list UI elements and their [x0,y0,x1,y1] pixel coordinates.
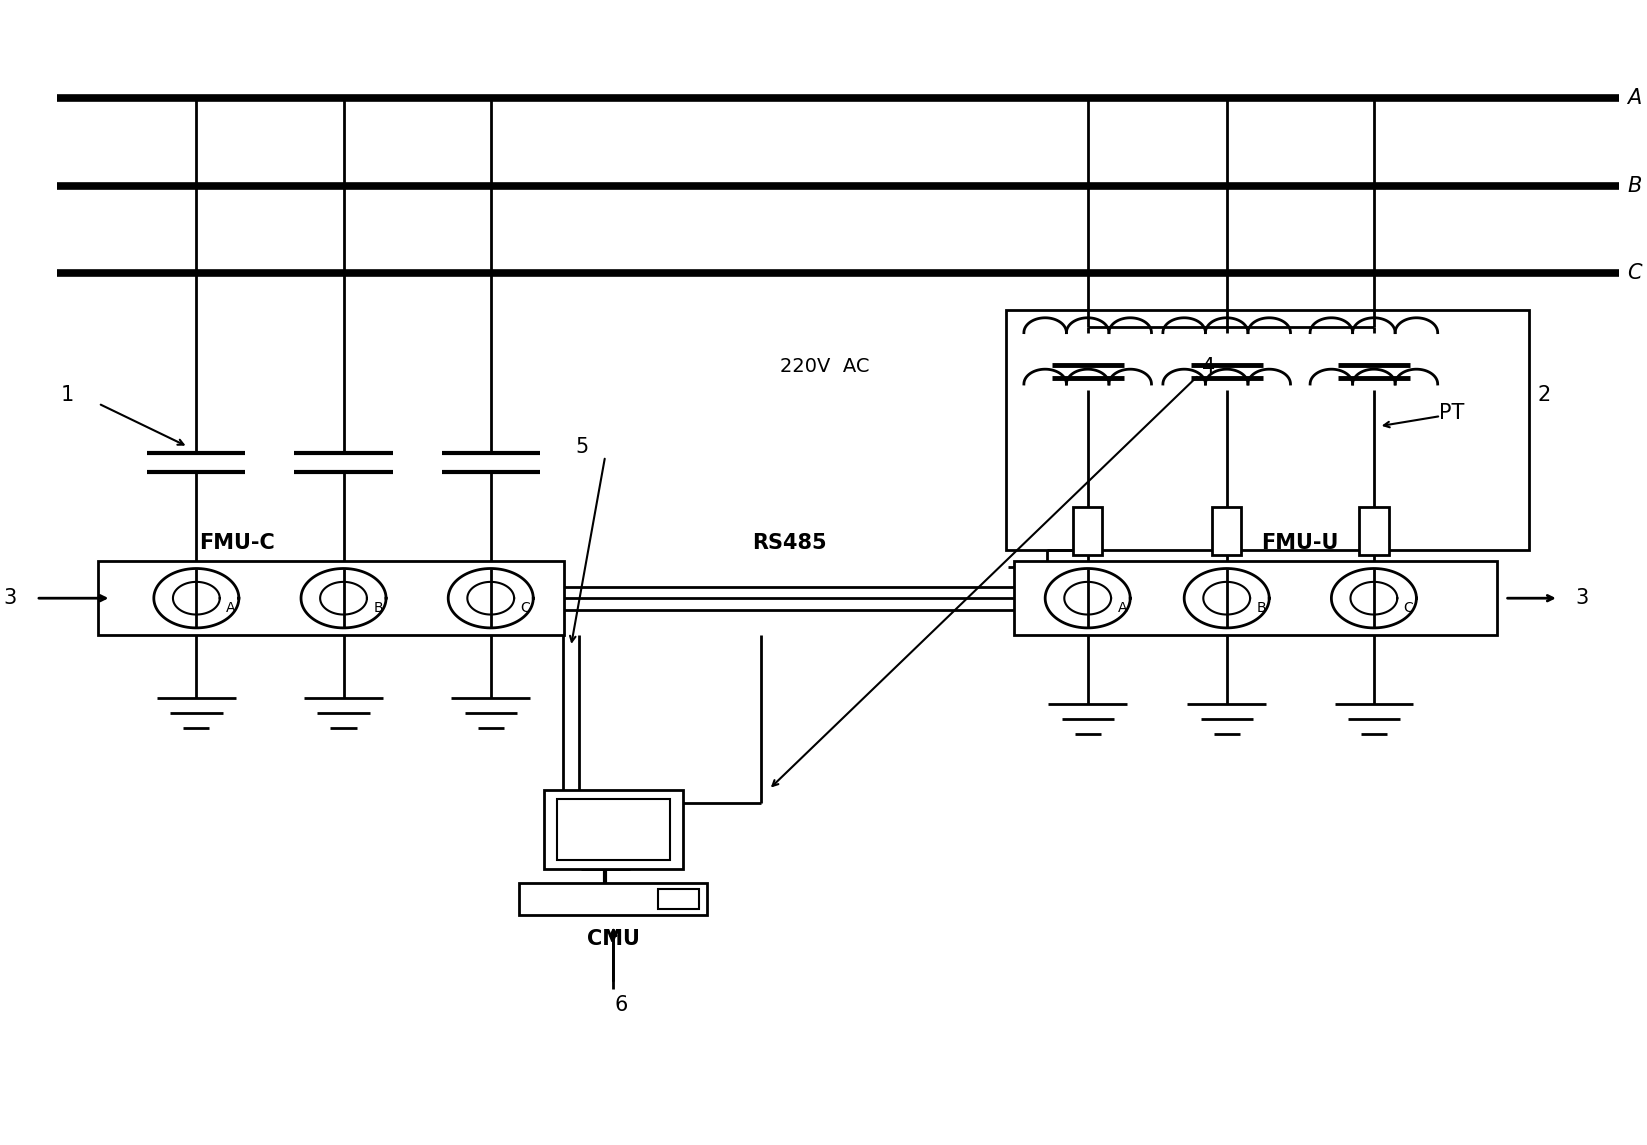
Bar [659,889,700,909]
Text: 1: 1 [61,386,74,405]
Text: 5: 5 [575,437,590,457]
Text: A: A [226,601,236,615]
Text: 4: 4 [1202,357,1215,377]
Text: C: C [1627,263,1642,283]
Bar [1212,507,1242,555]
Bar [1359,507,1388,555]
Text: 3: 3 [3,589,16,608]
Text: FMU-C: FMU-C [199,534,275,553]
Text: 6: 6 [614,995,628,1016]
Text: FMU-U: FMU-U [1262,534,1339,553]
Text: B: B [1627,176,1642,197]
Text: PT: PT [1439,403,1464,423]
Text: B: B [1257,601,1267,615]
Bar [1006,310,1530,550]
Text: C: C [1403,601,1413,615]
Text: 220V  AC: 220V AC [781,357,870,377]
Bar [1072,507,1102,555]
Bar [99,561,565,635]
Text: CMU: CMU [586,929,639,949]
Text: A: A [1117,601,1127,615]
Bar [557,799,670,860]
Bar [519,883,708,915]
Text: 3: 3 [1575,589,1588,608]
Text: B: B [374,601,382,615]
Text: RS485: RS485 [753,534,827,553]
Text: C: C [520,601,530,615]
Text: A: A [1627,88,1642,109]
Text: 2: 2 [1537,386,1551,405]
Bar [544,790,684,869]
Bar [1015,561,1497,635]
